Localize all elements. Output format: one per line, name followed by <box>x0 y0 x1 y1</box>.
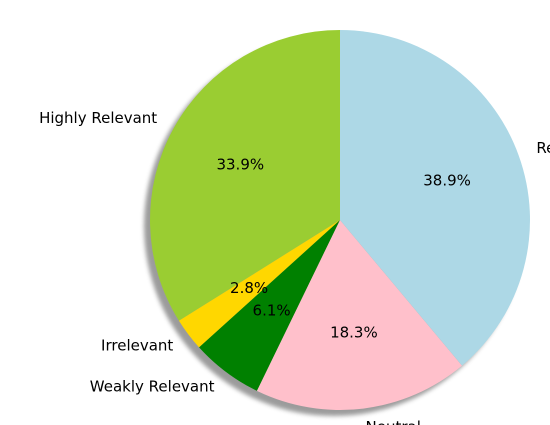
pie-category-labels: Highly Relevant Irrelevant Weakly Relevant… <box>39 109 550 425</box>
pct-label-highly-relevant: 33.9% <box>216 155 264 173</box>
pie-slice-highly-relevant <box>149 30 340 321</box>
pct-label-neutral: 18.3% <box>330 324 378 342</box>
category-label-weakly-relevant: Weakly Relevant <box>90 378 215 396</box>
pie-slice-irrelevant <box>178 220 340 348</box>
category-label-irrelevant: Irrelevant <box>101 337 173 355</box>
category-label-highly-relevant: Highly Relevant <box>39 109 157 127</box>
pie-percent-labels: 33.9% 2.8% 6.1% 18.3% 38.9% <box>216 155 470 341</box>
pct-label-relevant: 38.9% <box>423 172 471 190</box>
category-label-relevant: Relevant <box>536 139 550 157</box>
pie-slices <box>149 30 530 411</box>
pie-slice-neutral <box>256 220 463 411</box>
category-label-neutral: Neutral <box>366 418 421 425</box>
pct-label-weakly-relevant: 6.1% <box>253 302 291 320</box>
pie-slice-relevant <box>340 30 530 366</box>
pie-slice-weakly-relevant <box>199 220 340 391</box>
pct-label-irrelevant: 2.8% <box>230 279 268 297</box>
